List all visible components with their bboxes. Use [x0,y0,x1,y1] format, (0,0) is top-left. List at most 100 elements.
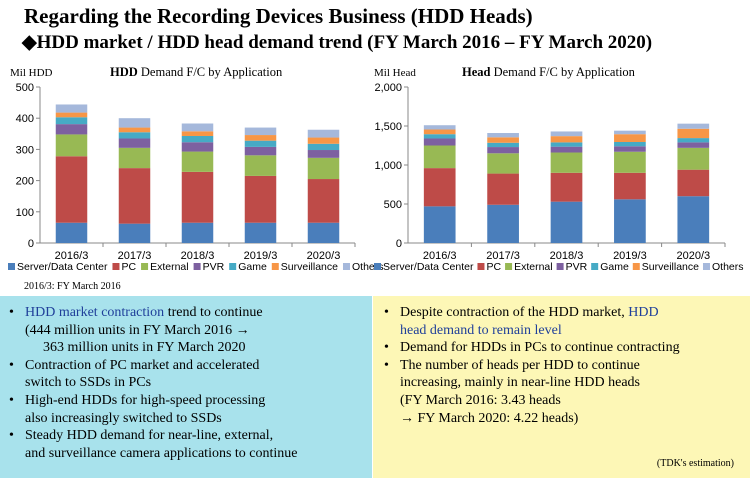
list-item: • HDD market contraction trend to contin… [9,304,369,357]
bar-segment [550,136,583,143]
bar-segment [244,135,277,141]
y-tick-label: 100 [16,207,34,219]
legend-label: Surveillance [281,261,338,273]
bullet-icon: • [9,392,14,408]
bar-segment [423,125,456,130]
chart-title: HDD Demand F/C by Application [110,65,283,79]
head-demand-chart: Head Demand F/C by Application Mil Head 0 5… [374,65,744,273]
bar-segment [55,112,88,118]
bar-segment [550,152,583,173]
bar-segment [244,146,277,156]
bar-segment [307,129,340,138]
legend-label: External [514,261,553,273]
list-item: • High-end HDDs for high-speed processin… [9,392,369,427]
chart-title-bold: HDD [110,65,138,79]
bar-segment [677,169,710,197]
bar-segment [181,131,214,136]
bar-segment [118,118,151,128]
bar-segment [244,175,277,223]
estimate-note: (TDK's estimation) [656,458,734,469]
bar-segment [487,147,519,154]
legend-swatch [342,263,350,270]
point-text: 363 million units in FY March 2020 [43,340,246,356]
bullet-icon: • [384,357,389,373]
bar-segment [550,172,583,202]
chart-title-rest: Demand F/C by Application [490,65,635,79]
bar-segment [307,143,340,151]
highlight-text: head demand to remain level [400,322,562,338]
bar-segment [677,128,710,139]
bar-segment [55,117,88,125]
bar-segment [550,201,583,243]
head-demand-points: • Despite contraction of the HDD market,… [384,304,746,427]
legend-swatch [271,263,279,270]
bar-segment [677,147,710,170]
bar-segment [487,204,519,243]
bar-segment [423,145,456,169]
point-text: and surveillance camera applications to … [25,445,298,461]
legend-swatch [632,263,640,270]
y-tick-label: 200 [16,176,34,188]
legend-label: Game [238,261,267,273]
bar-segment [307,222,340,243]
bullet-icon: • [9,357,14,373]
y-tick-label: 0 [28,238,34,250]
bar-segment [118,223,151,243]
head-demand-points-box: • Despite contraction of the HDD market,… [373,296,750,478]
legend-label: PVR [203,261,225,273]
legend-swatch [141,263,149,270]
list-item: • Steady HDD demand for near-line, exter… [9,427,369,462]
bar-segment [55,124,88,135]
legend-swatch [193,263,201,270]
y-tick-label: 1,500 [374,121,402,133]
bar-segment [118,127,151,133]
point-text: also increasingly switched to SSDs [25,410,222,426]
hdd-market-points-box: • HDD market contraction trend to contin… [0,296,372,478]
bar-segment [423,138,456,146]
bar-segment [677,196,710,243]
bar-segment [487,137,519,143]
bar-segment [55,134,88,157]
bar-segment [307,150,340,158]
bar-segment [118,168,151,224]
chart-title-rest: Demand F/C by Application [138,65,283,79]
bar-segment [118,138,151,148]
point-text: → FY March 2020: 4.22 heads) [400,410,579,426]
y-tick-label: 0 [396,238,402,250]
legend-label: Game [600,261,629,273]
x-tick-label: 2020/3 [307,250,341,262]
bar-segment [118,147,151,169]
bullet-icon: • [384,305,389,320]
bullet-icon: • [9,305,14,320]
bar-segment [181,123,214,132]
bar-segment [487,173,519,205]
legend-swatch [505,263,513,270]
legend-swatch [556,263,564,270]
point-text: Steady HDD demand for near-line, externa… [25,428,274,444]
legend-swatch [477,263,485,270]
list-item: • The number of heads per HDD to continu… [384,357,746,427]
bar-segment [244,155,277,176]
list-item: • Demand for HDDs in PCs to continue con… [384,339,746,357]
bar-segment [307,179,340,223]
legend-label: PVR [566,261,588,273]
bar-segment [677,123,710,129]
bar-segment [614,130,646,135]
legend-label: Server/Data Center [383,261,474,273]
chart-title: Head Demand F/C by Application [462,65,636,79]
bar-segment [550,131,583,137]
bar-segment [181,222,214,243]
bar-segment [614,141,646,147]
hdd-market-points: • HDD market contraction trend to contin… [9,304,369,462]
x-tick-label: 2016/3 [423,250,457,262]
legend-label: Server/Data Center [17,261,108,273]
bar-segment [423,206,456,243]
page-title: Regarding the Recording Devices Business… [24,4,533,28]
bar-segment [181,151,214,172]
bar-segment [181,142,214,152]
point-text: (444 million units in FY March 2016 → [25,322,250,338]
bar-segment [614,151,646,173]
x-tick-label: 2019/3 [613,250,647,262]
highlight-text: HDD market contraction [25,305,165,320]
bar-segment [55,104,88,113]
